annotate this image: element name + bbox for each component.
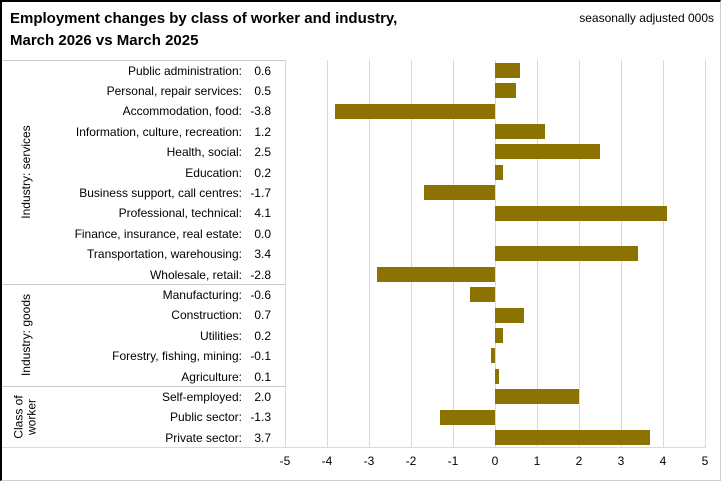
- x-tick-label: -5: [279, 453, 291, 468]
- category-label: Personal, repair services:: [106, 83, 242, 98]
- gridline: [662, 60, 664, 448]
- category-label: Finance, insurance, real estate:: [74, 226, 242, 241]
- category-value: -2.8: [250, 267, 271, 282]
- category-label: Health, social:: [166, 145, 242, 160]
- x-tick-label: 0: [491, 453, 499, 468]
- gridline: [368, 60, 370, 448]
- bar: [335, 103, 495, 119]
- category-value: -0.1: [250, 349, 271, 364]
- bar: [495, 205, 668, 221]
- category-label: Wholesale, retail:: [149, 267, 242, 282]
- bar: [440, 409, 495, 425]
- bar: [495, 144, 600, 160]
- group-separator: [2, 283, 285, 285]
- bar: [495, 164, 504, 180]
- category-label: Information, culture, recreation:: [75, 124, 242, 139]
- category-value: 0.2: [254, 328, 271, 343]
- x-tick-label: 1: [533, 453, 541, 468]
- category-label: Accommodation, food:: [122, 104, 242, 119]
- bar: [495, 123, 546, 139]
- gridline: [284, 60, 286, 448]
- gridline: [410, 60, 412, 448]
- category-value: 0.0: [254, 226, 271, 241]
- x-tick-label: 2: [575, 453, 583, 468]
- bar: [377, 266, 495, 282]
- category-label: Private sector:: [165, 430, 242, 445]
- category-label: Agriculture:: [181, 369, 242, 384]
- category-value: 0.7: [254, 308, 271, 323]
- category-value: -3.8: [250, 104, 271, 119]
- x-axis-line: [2, 447, 705, 449]
- category-label: Self-employed:: [161, 389, 242, 404]
- category-value: -1.3: [250, 410, 271, 425]
- bar: [495, 83, 516, 99]
- bar: [495, 368, 500, 384]
- group-separator: [2, 59, 285, 61]
- category-value: 3.4: [254, 247, 271, 262]
- category-label: Business support, call centres:: [79, 185, 242, 200]
- chart-title-line2: March 2026 vs March 2025: [10, 32, 199, 49]
- bar: [490, 348, 495, 364]
- category-value: 0.6: [254, 63, 271, 78]
- x-tick-label: 3: [617, 453, 625, 468]
- category-label: Education:: [185, 165, 242, 180]
- x-tick-label: -4: [321, 453, 333, 468]
- bar: [495, 389, 579, 405]
- category-label: Public administration:: [127, 63, 242, 78]
- gridline: [704, 60, 706, 448]
- category-value: 0.2: [254, 165, 271, 180]
- chart-note: seasonally adjusted 000s: [579, 11, 714, 25]
- category-label: Transportation, warehousing:: [87, 247, 242, 262]
- bar: [495, 62, 521, 78]
- category-label: Public sector:: [169, 410, 242, 425]
- category-label: Professional, technical:: [118, 206, 242, 221]
- x-tick-label: 4: [659, 453, 667, 468]
- category-value: 0.5: [254, 83, 271, 98]
- category-label: Utilities:: [199, 328, 242, 343]
- category-label: Manufacturing:: [162, 287, 242, 302]
- category-value: -0.6: [250, 287, 271, 302]
- category-label: Forestry, fishing, mining:: [112, 349, 242, 364]
- x-tick-label: -3: [363, 453, 375, 468]
- x-tick-label: -1: [447, 453, 459, 468]
- bar: [495, 246, 638, 262]
- group-separator: [2, 385, 285, 387]
- gridline: [326, 60, 328, 448]
- category-value: 2.0: [254, 389, 271, 404]
- chart-title: Employment changes by class of worker an…: [10, 8, 397, 52]
- gridline: [452, 60, 454, 448]
- category-label: Construction:: [171, 308, 242, 323]
- bar: [469, 287, 495, 303]
- bar: [495, 307, 525, 323]
- bar: [423, 185, 495, 201]
- category-value: 1.2: [254, 124, 271, 139]
- x-tick-label: -2: [405, 453, 417, 468]
- bar: [495, 327, 504, 343]
- category-value: 3.7: [254, 430, 271, 445]
- chart-title-line1: Employment changes by class of worker an…: [10, 10, 398, 27]
- category-value: 0.1: [254, 369, 271, 384]
- category-value: 4.1: [254, 206, 271, 221]
- category-value: -1.7: [250, 185, 271, 200]
- bar: [495, 429, 651, 445]
- category-value: 2.5: [254, 145, 271, 160]
- x-tick-label: 5: [701, 453, 709, 468]
